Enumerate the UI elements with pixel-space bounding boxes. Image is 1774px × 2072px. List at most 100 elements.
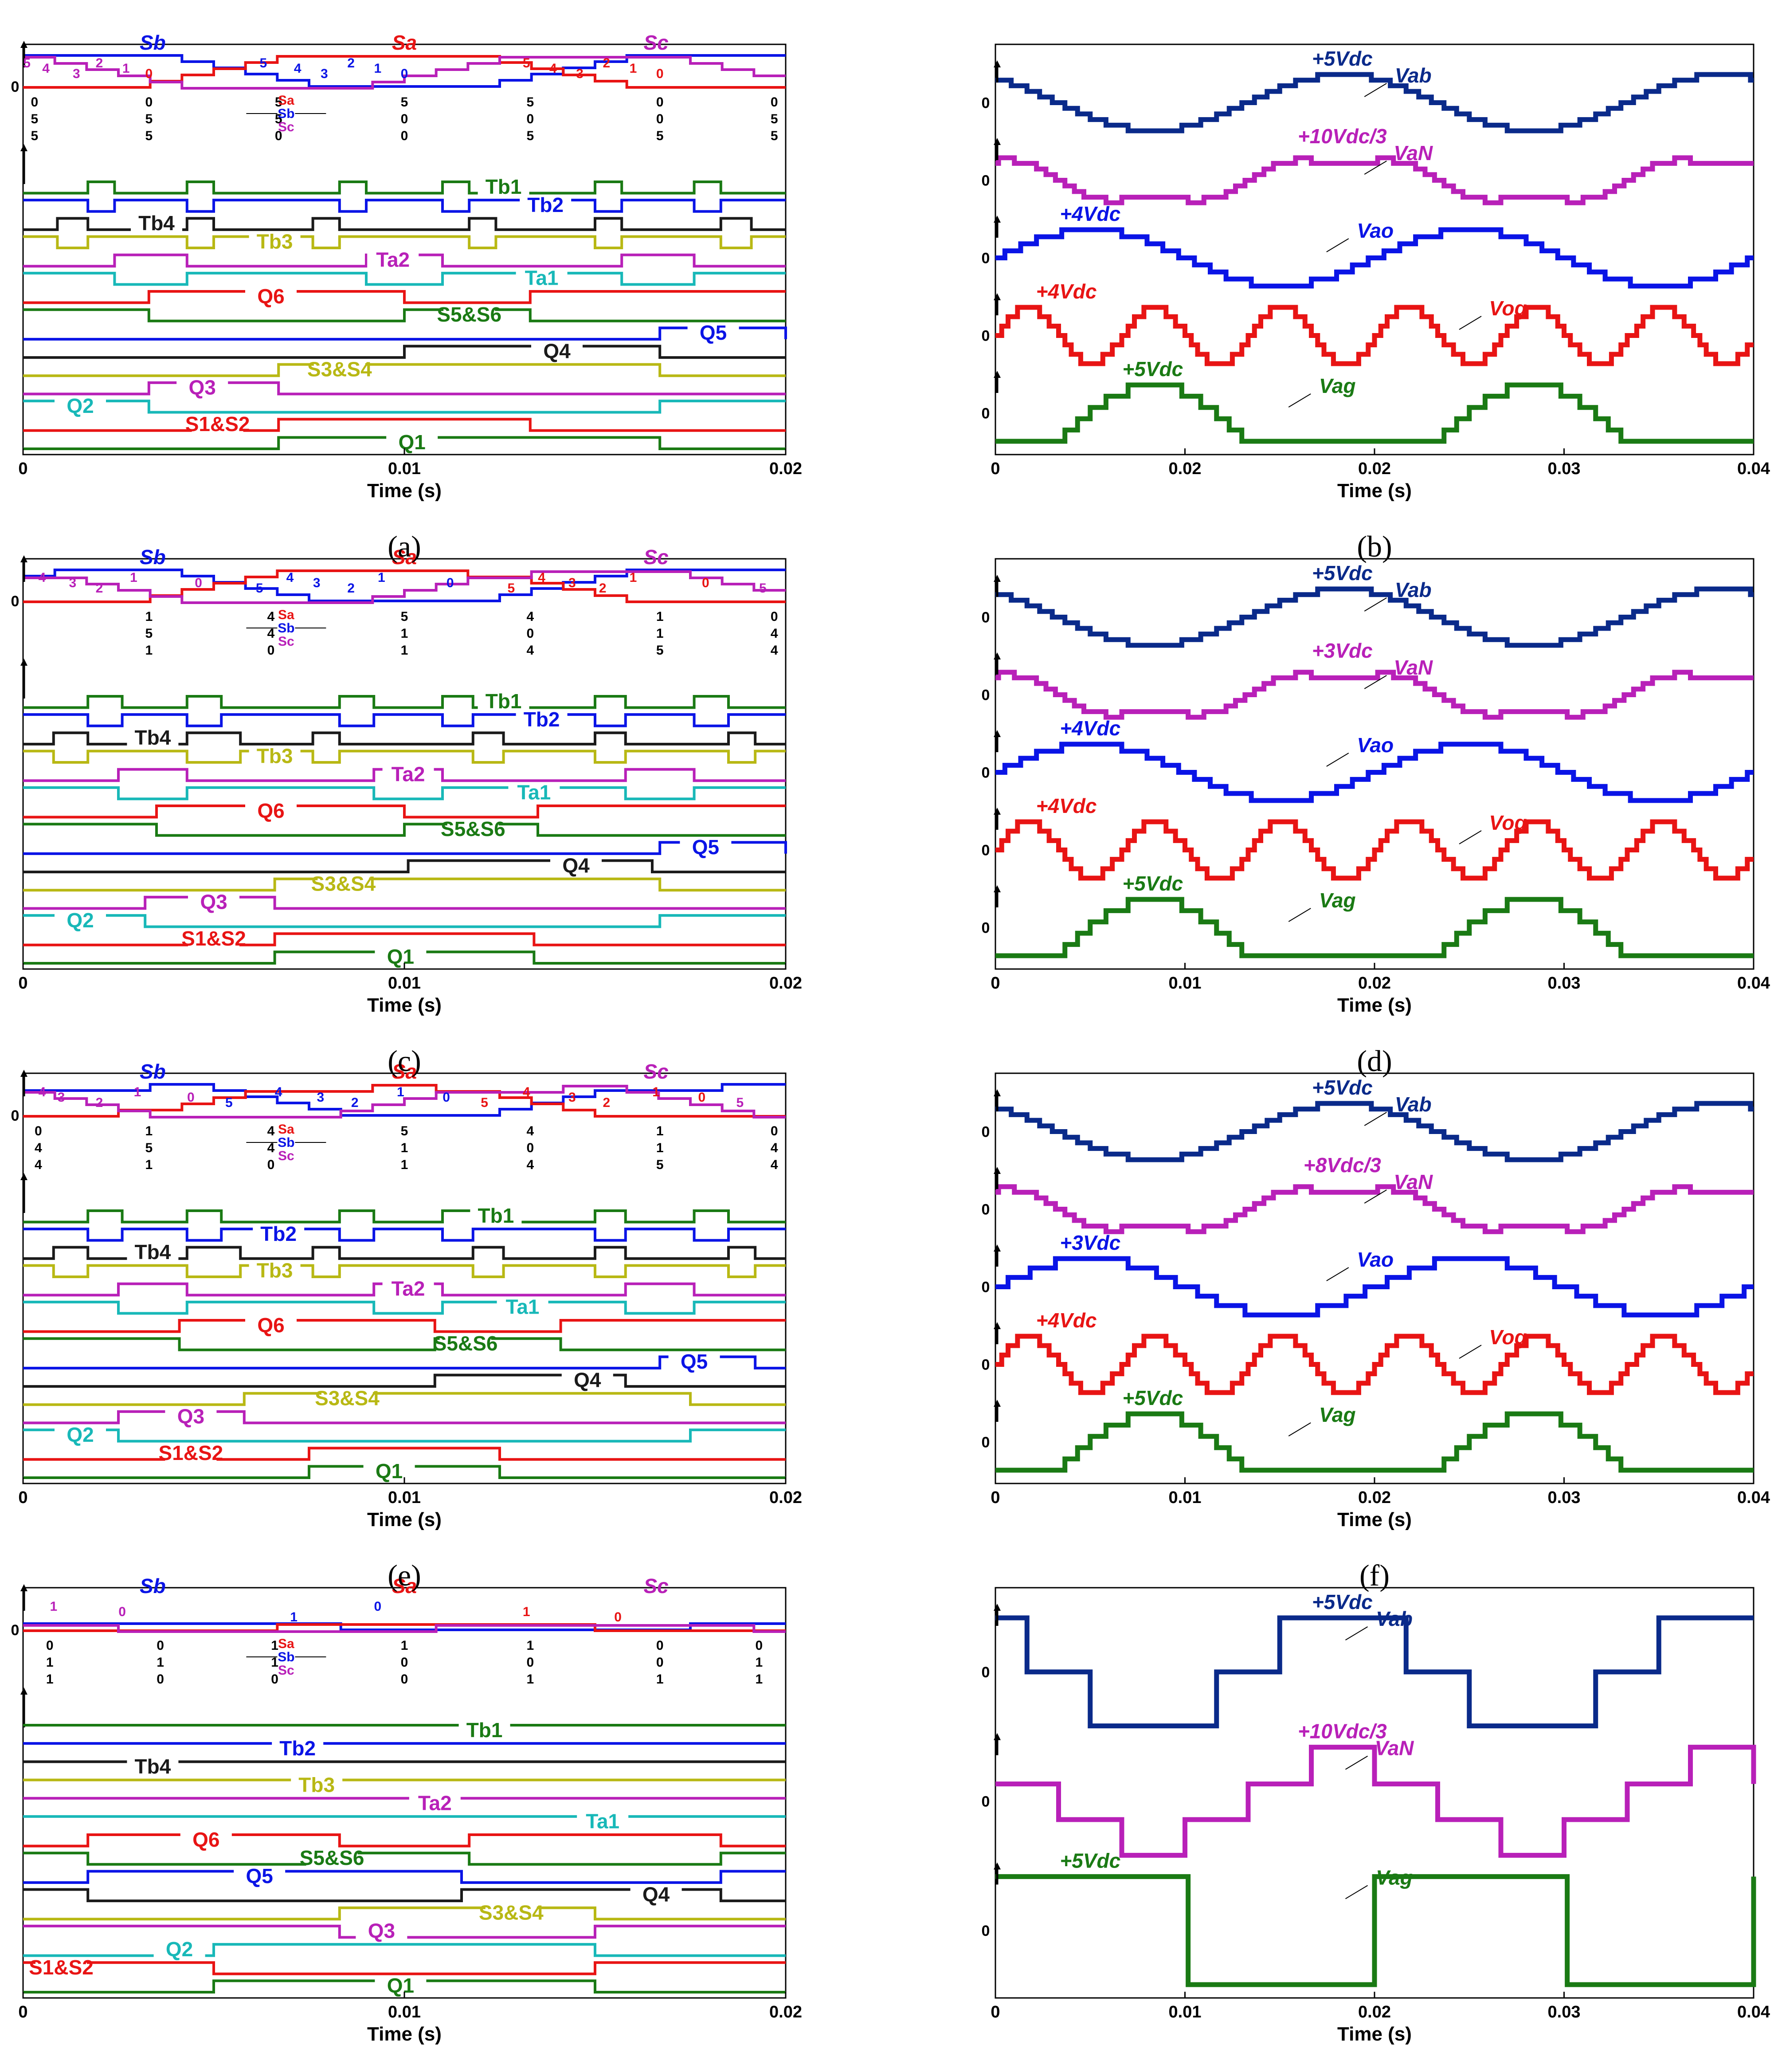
level-annotation: 4 [523,1085,530,1099]
legend-entry: Sa [278,1636,294,1651]
legend-entry: Sc [278,120,294,134]
gate-trace-s3-s4 [23,1392,786,1406]
label-background [668,1352,720,1373]
gate-label-ta2: Ta2 [392,1277,425,1300]
gate-trace-ta1 [23,271,786,286]
gate-label-q5: Q5 [246,1864,273,1888]
reference-signal-sb [23,569,786,602]
gate-label-q3: Q3 [368,1919,395,1942]
state-digit: 5 [275,112,282,126]
gate-trace-q6 [23,804,786,819]
zero-label: 0 [982,405,990,422]
zero-label: 0 [982,1793,990,1810]
arrow-head [20,144,27,151]
x-tick-label: 0 [991,974,1000,993]
state-digit: 0 [656,112,664,126]
waveform-van [995,155,1754,205]
gate-trace-tb3 [23,750,786,764]
waveform-vag [995,897,1754,958]
level-annotation: 3 [69,576,76,590]
label-background [153,1939,205,1961]
level-annotation: 4 [286,570,294,585]
gate-label-s3-s4: S3&S4 [479,1901,544,1924]
x-tick-label: 0.02 [1169,459,1202,478]
gate-trace-tb1 [23,181,786,195]
state-digit: 1 [401,626,408,641]
state-digit: 1 [271,1655,278,1670]
state-digit: 5 [656,643,664,658]
gate-label-s1-s2: S1&S2 [159,1441,223,1464]
waveform-vao [995,742,1754,803]
level-annotation: 3 [313,576,321,590]
state-digit: 0 [271,1672,278,1687]
gate-trace-s3-s4 [23,1906,786,1921]
label-background [55,1424,106,1446]
peak-label: +4Vdc [1036,280,1097,303]
reference-signal-sc [23,1085,786,1118]
series-label-vao: Vao [1357,219,1394,242]
gate-label-q6: Q6 [257,285,284,308]
state-digit: 0 [157,1638,164,1653]
level-annotation: 2 [603,1095,610,1110]
zero-label: 0 [982,920,990,937]
label-background [272,1738,324,1760]
arrow-head [994,138,1001,145]
level-annotation: 1 [523,1605,530,1619]
pointer-arrow [1364,1112,1387,1126]
level-annotation: 1 [122,61,130,76]
label-background [249,232,301,253]
plot-frame [995,558,1754,970]
state-digit: 0 [656,95,664,110]
gate-label-tb1: Tb1 [478,1204,514,1227]
label-background [550,855,602,877]
level-annotation: 3 [576,67,584,81]
zero-label: 0 [982,250,990,267]
gate-label-tb1: Tb1 [486,175,522,198]
pointer-arrow [1345,1626,1368,1640]
label-background [55,910,106,932]
level-annotation: 0 [702,576,709,590]
series-label-van: VaN [1394,656,1433,679]
gate-trace-s1-s2 [23,1961,786,1975]
state-digit: 0 [275,129,282,143]
x-tick-label: 0 [991,1488,1000,1507]
label-background [375,947,427,969]
x-tick-label: 0.02 [769,2003,802,2021]
state-digit: 0 [35,1124,42,1138]
gate-trace-tb4 [23,731,786,746]
state-digit: 1 [401,1638,408,1653]
gate-label-tb3: Tb3 [257,744,293,767]
label-background [131,213,182,235]
legend-entry: Sb [278,621,294,636]
series-label-vog: Vog [1489,811,1527,834]
gate-label-s3-s4: S3&S4 [307,357,372,381]
label-background [165,1443,217,1465]
arrow-head [994,1733,1001,1740]
x-tick-label: 0.04 [1737,1488,1770,1507]
legend-entry: Sc [278,1149,294,1163]
gate-trace-q3 [23,1410,786,1424]
gate-trace-q3 [23,1924,786,1939]
label-background [35,1958,87,1979]
arrow-head [994,1244,1001,1252]
label-background [245,801,297,822]
gate-label-q4: Q4 [562,854,590,877]
state-digit: 0 [267,643,275,658]
label-background [630,1884,682,1906]
reference-label-sa: Sa [392,1574,417,1597]
label-background [127,1242,179,1264]
state-digit: 1 [526,1638,534,1653]
gate-trace-tb2 [23,1228,786,1242]
state-digit: 1 [656,1672,664,1687]
gate-label-q1: Q1 [387,945,414,968]
state-digit: 4 [771,1141,778,1155]
gate-label-tb2: Tb2 [527,193,564,216]
level-annotation: 5 [523,56,530,71]
waveform-vab [995,586,1754,648]
state-digit: 5 [526,129,534,143]
x-tick-label: 0 [18,1488,27,1507]
gate-trace-q6 [23,290,786,304]
legend-entry: Sb [278,1135,294,1150]
waveform-vab [995,1101,1754,1162]
